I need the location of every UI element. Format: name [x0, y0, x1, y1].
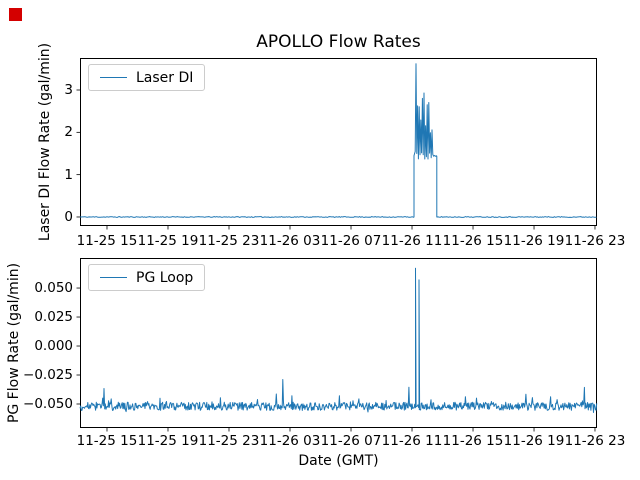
xlabel-date: Date (GMT) [298, 453, 379, 469]
axes-frame [80, 58, 597, 226]
legend-label-laser-di: Laser DI [136, 69, 194, 86]
chart-title: APOLLO Flow Rates [256, 32, 421, 52]
y-tick-label: 3 [64, 82, 73, 98]
axes-pg-loop [76, 258, 598, 432]
x-tick-label: 11-26 19 [503, 233, 565, 249]
y-tick-label: 0.000 [34, 338, 73, 354]
x-tick-label: 11-25 15 [76, 433, 138, 449]
x-tick-label: 11-25 23 [198, 233, 260, 249]
x-tick-label: 11-26 19 [503, 433, 565, 449]
legend-pg-loop: PG Loop [88, 264, 206, 291]
legend-line-sample-icon [100, 77, 127, 78]
y-tick-label: −0.025 [23, 367, 73, 383]
x-tick-label: 11-25 15 [76, 233, 138, 249]
y-tick-label: 1 [64, 166, 73, 183]
x-tick-label: 11-26 07 [320, 433, 382, 449]
pg-loop-plot [76, 258, 598, 432]
y-tick-label: 0.025 [34, 309, 73, 326]
x-tick-label: 11-25 19 [137, 233, 199, 249]
x-tick-label: 11-26 23 [564, 233, 626, 249]
x-tick-label: 11-26 11 [381, 433, 443, 449]
legend-laser-di: Laser DI [88, 64, 206, 91]
laser-di-line [80, 63, 597, 218]
y-tick-label: 0.050 [34, 280, 73, 297]
y-tick-label: 2 [64, 124, 73, 141]
x-tick-label: 11-26 15 [442, 433, 504, 449]
x-tick-label: 11-26 15 [442, 233, 504, 249]
x-tick-label: 11-26 23 [564, 433, 626, 449]
axes-frame [80, 258, 597, 428]
x-tick-label: 11-26 03 [259, 233, 321, 249]
pg-loop-line [79, 267, 598, 413]
axes-laser-di [76, 58, 597, 230]
y-tick-label: −0.050 [23, 395, 73, 412]
x-tick-label: 11-26 11 [381, 233, 443, 249]
y-tick-label: 0 [64, 208, 73, 225]
red-square-marker [9, 8, 22, 21]
laser-di-plot [76, 58, 597, 230]
legend-label-pg-loop: PG Loop [136, 269, 194, 286]
x-tick-label: 11-26 03 [259, 433, 321, 449]
x-tick-label: 11-26 07 [320, 233, 382, 249]
x-tick-label: 11-25 19 [137, 433, 199, 449]
x-tick-label: 11-25 23 [198, 433, 260, 449]
legend-line-sample-icon [100, 277, 127, 278]
